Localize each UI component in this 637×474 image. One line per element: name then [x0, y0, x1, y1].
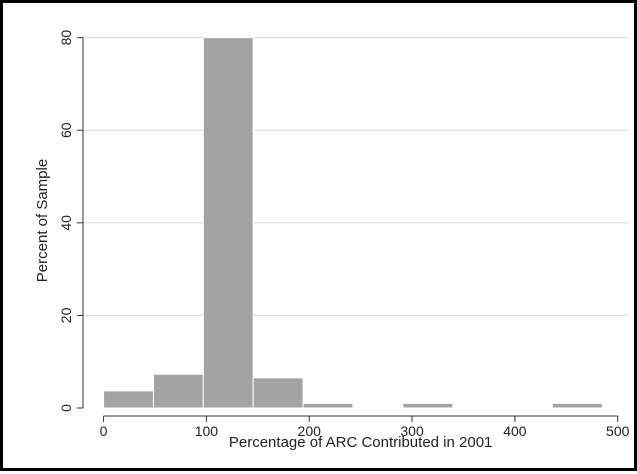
histogram-bar: [103, 390, 154, 409]
histogram-bars: [103, 37, 603, 409]
histogram-bar: [152, 373, 204, 409]
y-tick-label: 60: [58, 122, 74, 138]
histogram-bar: [202, 37, 254, 409]
x-axis-ticks: 0 100 200 300 400 500: [100, 416, 630, 439]
x-tick-label: 200: [298, 423, 322, 439]
x-tick-label: 0: [100, 423, 108, 439]
y-axis-title: Percent of Sample: [34, 159, 51, 282]
y-tick-label: 20: [58, 307, 74, 323]
histogram-bar: [402, 402, 454, 409]
y-axis-ticks: 0 20 40 60 80: [58, 30, 83, 412]
x-tick-label: 100: [195, 423, 219, 439]
plot-region: [83, 33, 628, 408]
gridlines: [83, 37, 628, 316]
x-tick-label: 400: [503, 423, 527, 439]
x-tick-label: 300: [400, 423, 424, 439]
histogram-bar: [551, 402, 603, 409]
histogram-chart: 0 100 200 300 400 500 0 20 40 60 80 Percentage of…: [34, 30, 630, 451]
y-tick-label: 0: [58, 404, 74, 412]
x-tick-label: 500: [606, 423, 630, 439]
y-tick-label: 80: [58, 30, 74, 46]
y-tick-label: 40: [58, 215, 74, 231]
histogram-bar: [252, 377, 304, 409]
x-axis-title: Percentage of ARC Contributed in 2001: [229, 434, 493, 451]
histogram-bar: [302, 402, 354, 409]
